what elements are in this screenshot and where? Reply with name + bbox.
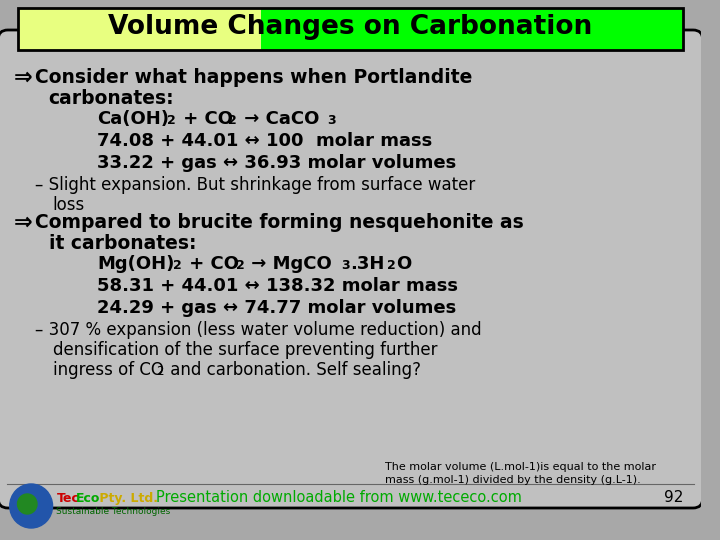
Text: + CO: + CO <box>177 110 233 128</box>
Text: 24.29 + gas ↔ 74.77 molar volumes: 24.29 + gas ↔ 74.77 molar volumes <box>97 299 456 317</box>
Text: 3: 3 <box>342 259 351 272</box>
Text: Compared to brucite forming nesquehonite as: Compared to brucite forming nesquehonite… <box>35 213 523 232</box>
Text: The molar volume (L.mol-1)is equal to the molar: The molar volume (L.mol-1)is equal to th… <box>384 462 655 472</box>
Text: → MgCO: → MgCO <box>246 255 332 273</box>
Text: Sustainable Technologies: Sustainable Technologies <box>56 507 171 516</box>
Text: .3H: .3H <box>351 255 384 273</box>
Text: 2: 2 <box>156 365 163 378</box>
Circle shape <box>10 484 53 528</box>
Text: ingress of CO: ingress of CO <box>53 361 163 379</box>
FancyBboxPatch shape <box>0 30 703 508</box>
Bar <box>17 8 261 50</box>
Text: and carbonation. Self sealing?: and carbonation. Self sealing? <box>164 361 420 379</box>
Text: ⇒: ⇒ <box>14 213 32 233</box>
Text: 2: 2 <box>174 259 182 272</box>
Text: + CO: + CO <box>183 255 239 273</box>
Text: 2: 2 <box>228 114 237 127</box>
Text: Mg(OH): Mg(OH) <box>97 255 175 273</box>
Text: 92: 92 <box>664 490 683 505</box>
Text: 2: 2 <box>387 259 396 272</box>
Text: loss: loss <box>53 196 85 214</box>
Text: – 307 % expansion (less water volume reduction) and: – 307 % expansion (less water volume red… <box>35 321 482 339</box>
Text: it carbonates:: it carbonates: <box>49 234 196 253</box>
Text: 33.22 + gas ↔ 36.93 molar volumes: 33.22 + gas ↔ 36.93 molar volumes <box>97 154 456 172</box>
Text: Presentation downloadable from www.tececo.com: Presentation downloadable from www.tecec… <box>156 490 521 505</box>
Text: Tec: Tec <box>56 492 79 505</box>
Text: → CaCO: → CaCO <box>238 110 319 128</box>
Text: 58.31 + 44.01 ↔ 138.32 molar mass: 58.31 + 44.01 ↔ 138.32 molar mass <box>97 277 459 295</box>
Text: 3: 3 <box>327 114 336 127</box>
Text: 2: 2 <box>235 259 244 272</box>
Text: Pty. Ltd.: Pty. Ltd. <box>95 492 158 505</box>
Text: carbonates:: carbonates: <box>49 89 174 108</box>
Text: Volume Changes on Carbonation: Volume Changes on Carbonation <box>108 14 593 40</box>
Text: Consider what happens when Portlandite: Consider what happens when Portlandite <box>35 68 472 87</box>
Text: mass (g.mol-1) divided by the density (g.L-1).: mass (g.mol-1) divided by the density (g… <box>384 475 640 485</box>
Text: O: O <box>396 255 411 273</box>
Text: 74.08 + 44.01 ↔ 100  molar mass: 74.08 + 44.01 ↔ 100 molar mass <box>97 132 433 150</box>
Text: – Slight expansion. But shrinkage from surface water: – Slight expansion. But shrinkage from s… <box>35 176 475 194</box>
Text: Eco: Eco <box>76 492 100 505</box>
Text: densification of the surface preventing further: densification of the surface preventing … <box>53 341 437 359</box>
Text: 2: 2 <box>168 114 176 127</box>
Bar <box>261 8 683 50</box>
Text: Ca(OH): Ca(OH) <box>97 110 169 128</box>
Circle shape <box>17 494 37 514</box>
Text: ⇒: ⇒ <box>14 68 32 88</box>
